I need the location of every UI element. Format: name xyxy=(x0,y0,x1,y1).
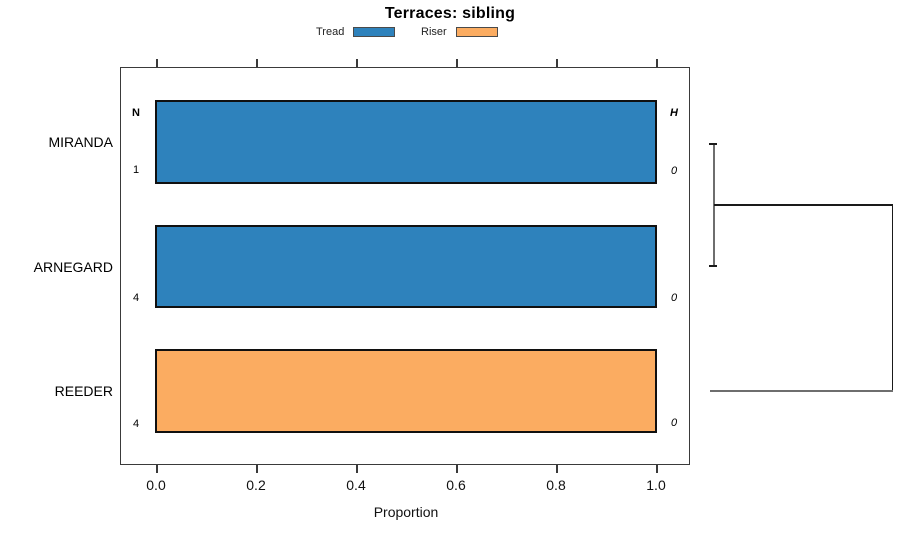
x-tick-bottom xyxy=(456,465,458,473)
x-tick-label: 0.8 xyxy=(546,477,566,493)
x-tick-label: 0.6 xyxy=(446,477,466,493)
x-tick-top xyxy=(256,59,258,67)
h-value-arnegard: 0 xyxy=(670,292,678,304)
category-label-reeder: REEDER xyxy=(54,383,113,399)
legend-label-riser: Riser xyxy=(421,26,447,38)
dendrogram-bracket-cap-bottom xyxy=(709,264,717,267)
x-tick-bottom xyxy=(256,465,258,473)
legend-item-tread: Tread xyxy=(316,26,396,38)
x-tick-bottom xyxy=(656,465,658,473)
x-tick-top xyxy=(656,59,658,67)
h-value-miranda: 0 xyxy=(670,165,678,177)
column-header-n: N xyxy=(132,107,140,119)
legend-swatch-riser-icon xyxy=(455,27,498,37)
x-tick-bottom xyxy=(556,465,558,473)
x-tick-label: 0.4 xyxy=(346,477,366,493)
x-tick-top xyxy=(556,59,558,67)
dendrogram-join-horizontal xyxy=(714,204,893,206)
x-tick-top xyxy=(456,59,458,67)
n-value-arnegard: 4 xyxy=(132,292,140,304)
h-value-reeder: 0 xyxy=(670,417,678,429)
bar-reeder xyxy=(155,349,657,433)
x-tick-top xyxy=(156,59,158,67)
category-label-arnegard: ARNEGARD xyxy=(33,259,113,275)
legend-swatch-tread-icon xyxy=(353,27,396,37)
chart-title: Terraces: sibling xyxy=(384,5,516,22)
category-label-miranda: MIRANDA xyxy=(48,134,113,150)
bar-arnegard xyxy=(155,225,657,308)
x-tick-top xyxy=(356,59,358,67)
x-tick-label: 0.0 xyxy=(146,477,166,493)
legend-item-riser: Riser xyxy=(421,26,498,38)
x-axis-title: Proportion xyxy=(373,504,439,520)
n-value-reeder: 4 xyxy=(132,418,140,430)
x-tick-label: 1.0 xyxy=(646,477,666,493)
x-tick-label: 0.2 xyxy=(246,477,266,493)
x-tick-bottom xyxy=(356,465,358,473)
n-value-miranda: 1 xyxy=(132,164,140,176)
x-tick-bottom xyxy=(156,465,158,473)
dendrogram-reeder-leaf-line xyxy=(710,390,893,392)
dendrogram-join-vertical xyxy=(891,204,894,392)
bar-miranda xyxy=(155,100,657,184)
column-header-h: H xyxy=(670,107,678,119)
legend-label-tread: Tread xyxy=(316,26,345,38)
dendrogram-bracket-line xyxy=(713,143,715,266)
dendrogram-bracket-cap-top xyxy=(709,142,717,145)
